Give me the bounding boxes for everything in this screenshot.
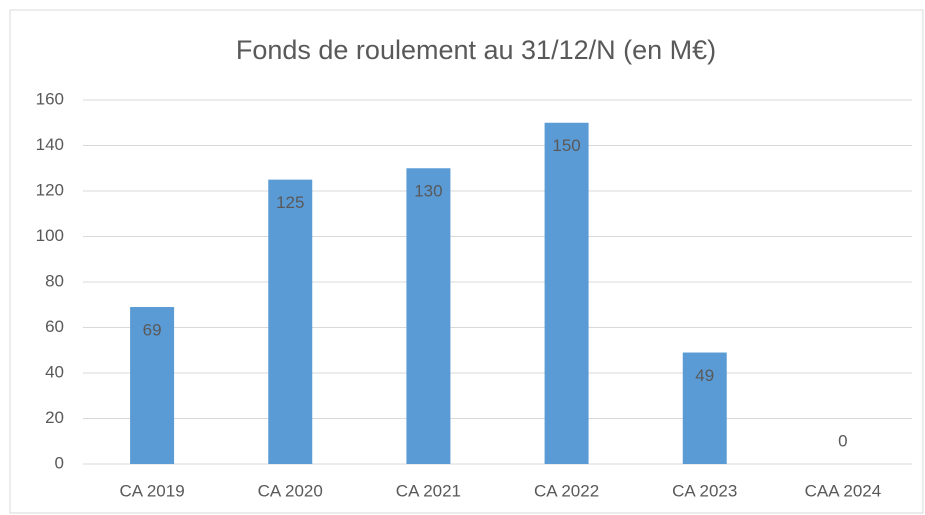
- x-tick-label: CA 2020: [258, 481, 323, 500]
- y-tick-label: 80: [45, 271, 64, 290]
- x-tick-label: CA 2019: [119, 481, 184, 500]
- x-tick-label: CA 2022: [534, 481, 599, 500]
- bar: [268, 179, 313, 464]
- data-label: 150: [552, 136, 580, 155]
- bar: [682, 352, 727, 464]
- data-label: 0: [838, 431, 847, 450]
- y-tick-label: 40: [45, 362, 64, 381]
- bar: [544, 122, 589, 464]
- y-tick-label: 140: [36, 135, 64, 154]
- y-tick-label: 60: [45, 317, 64, 336]
- y-tick-label: 20: [45, 408, 64, 427]
- y-tick-label: 160: [36, 89, 64, 108]
- x-tick-label: CA 2021: [396, 481, 461, 500]
- bar: [406, 168, 451, 464]
- x-tick-label: CAA 2024: [805, 481, 882, 500]
- y-tick-label: 0: [55, 453, 64, 472]
- x-tick-label: CA 2023: [672, 481, 737, 500]
- chart-title: Fonds de roulement au 31/12/N (en M€): [236, 35, 716, 65]
- data-label: 125: [276, 193, 304, 212]
- data-label: 49: [695, 366, 714, 385]
- y-tick-label: 120: [36, 180, 64, 199]
- y-tick-label: 100: [36, 226, 64, 245]
- bar: [130, 307, 175, 464]
- data-label: 69: [143, 321, 162, 340]
- data-label: 130: [414, 182, 442, 201]
